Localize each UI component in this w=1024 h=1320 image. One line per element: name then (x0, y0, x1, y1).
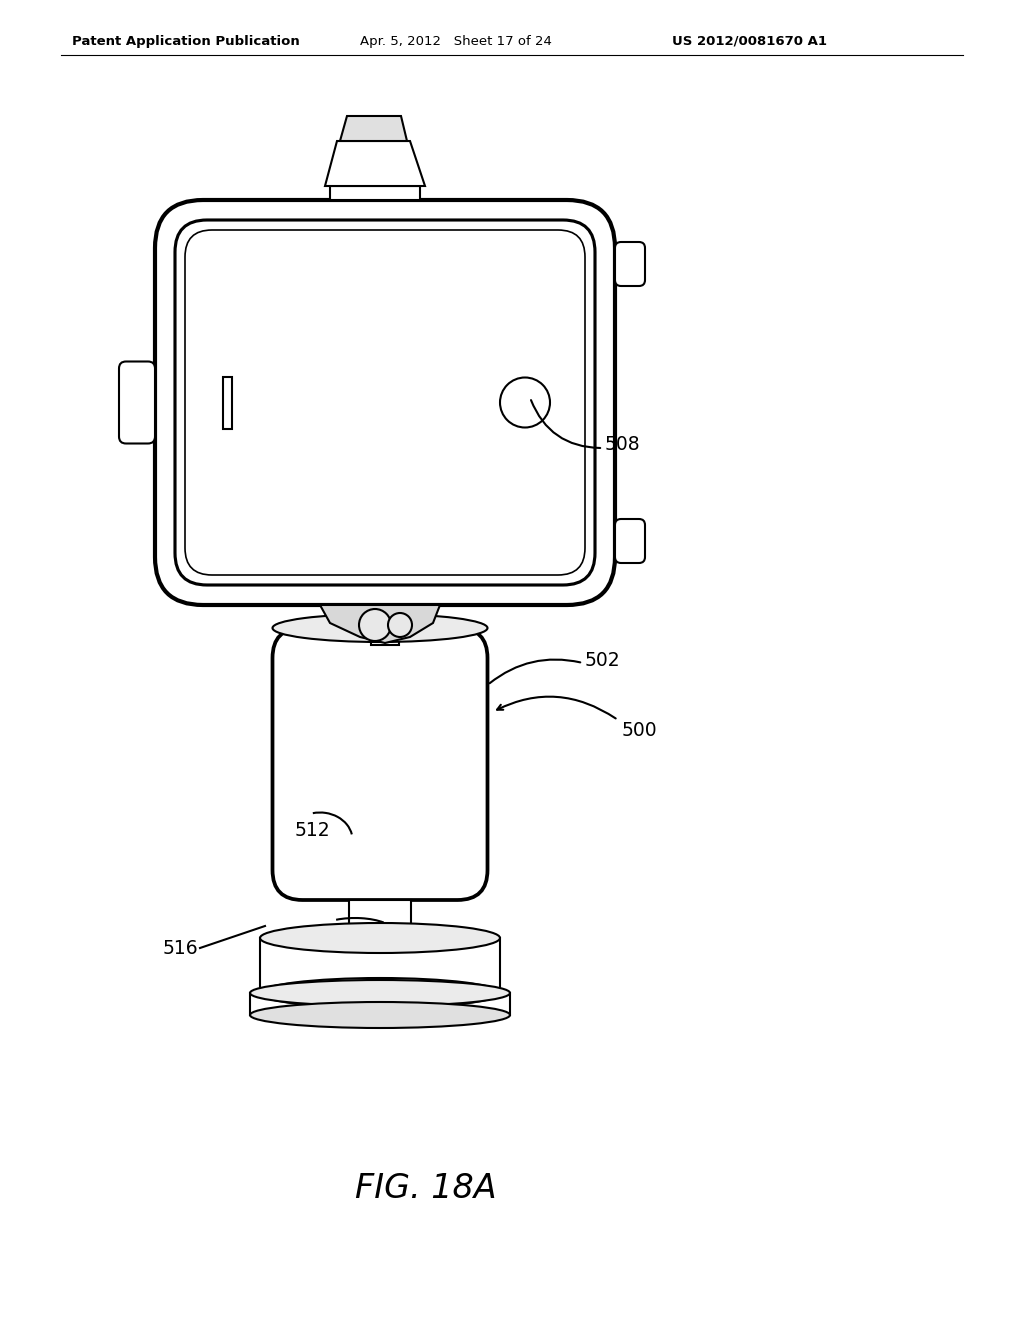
Text: Apr. 5, 2012   Sheet 17 of 24: Apr. 5, 2012 Sheet 17 of 24 (360, 36, 552, 48)
Text: 512: 512 (295, 821, 331, 840)
Text: 502: 502 (585, 651, 621, 669)
Bar (260, 939, 500, 993)
Ellipse shape (250, 1002, 510, 1028)
Text: 500: 500 (622, 721, 657, 739)
Bar (330, 186, 420, 201)
Ellipse shape (260, 923, 500, 953)
FancyBboxPatch shape (155, 201, 615, 605)
Ellipse shape (260, 978, 500, 1008)
Polygon shape (319, 605, 440, 643)
Bar (223, 376, 232, 429)
FancyBboxPatch shape (175, 220, 595, 585)
Bar (342, 610, 427, 628)
Circle shape (359, 609, 391, 642)
Ellipse shape (250, 979, 510, 1006)
FancyBboxPatch shape (615, 242, 645, 286)
Bar (250, 993, 510, 1015)
FancyBboxPatch shape (615, 519, 645, 564)
Polygon shape (325, 141, 425, 186)
Polygon shape (340, 116, 407, 141)
Bar (371, 610, 399, 645)
Ellipse shape (272, 614, 487, 642)
Bar (349, 900, 411, 939)
Text: 516: 516 (163, 939, 199, 957)
FancyBboxPatch shape (272, 628, 487, 900)
Circle shape (500, 378, 550, 428)
Text: US 2012/0081670 A1: US 2012/0081670 A1 (672, 36, 827, 48)
Text: Patent Application Publication: Patent Application Publication (72, 36, 300, 48)
Text: FIG. 18A: FIG. 18A (355, 1172, 497, 1205)
Text: 508: 508 (605, 436, 641, 454)
Circle shape (388, 612, 412, 638)
FancyBboxPatch shape (119, 362, 155, 444)
FancyBboxPatch shape (185, 230, 585, 576)
